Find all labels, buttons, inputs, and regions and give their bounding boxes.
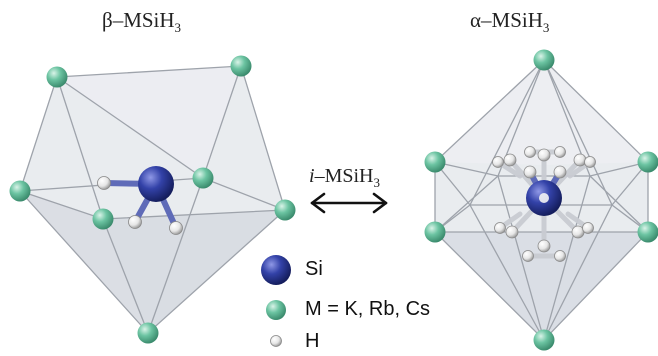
alpha-m-atom (533, 329, 555, 351)
alpha-m-atom (637, 221, 658, 243)
beta-m-atom (192, 167, 214, 189)
alpha-h-atom (524, 146, 536, 158)
beta-m-atom (137, 322, 159, 344)
beta-m-atom (230, 55, 252, 77)
beta-m-atom (9, 180, 31, 202)
alpha-h-atom (505, 225, 519, 239)
alpha-h-atom (537, 239, 551, 253)
alpha-h-atom (553, 165, 567, 179)
alpha-h-atom (492, 156, 504, 168)
beta-h-atom (97, 176, 111, 190)
alpha-m-atoms (424, 49, 658, 351)
beta-m-atoms (9, 55, 296, 344)
legend-m-swatch (266, 300, 286, 320)
alpha-silane-unit (492, 146, 596, 262)
title-alpha-msih3: α–MSiH3 (470, 8, 550, 36)
alpha-h-atom (584, 156, 596, 168)
legend-si-swatch (261, 255, 291, 285)
alpha-m-atom (533, 49, 555, 71)
beta-m-atom (274, 199, 296, 221)
alpha-h-atom (582, 222, 594, 234)
beta-si-atom (138, 166, 174, 202)
beta-m-atom (46, 66, 68, 88)
alpha-h-atom (522, 250, 534, 262)
alpha-m-atom (424, 151, 446, 173)
legend-m-label: M = K, Rb, Cs (305, 298, 431, 320)
alpha-h-atom (494, 222, 506, 234)
alpha-h-atom (523, 165, 537, 179)
alpha-h-atom (554, 146, 566, 158)
alpha-h-atom (503, 153, 517, 167)
beta-h-atom (169, 221, 183, 235)
beta-silane-unit (97, 166, 183, 235)
title-i-msih3: i–MSiH3 (309, 165, 380, 190)
legend-si-label: Si (305, 258, 323, 280)
alpha-h-atom (554, 250, 566, 262)
alpha-h-atom (573, 153, 587, 167)
alpha-h-atom (537, 148, 551, 162)
alpha-m-atom (424, 221, 446, 243)
legend-h-swatch (270, 335, 282, 347)
title-beta-msih3: β–MSiH3 (102, 8, 182, 36)
beta-m-atom (92, 208, 114, 230)
double-headed-arrow-icon (310, 192, 388, 214)
legend-h-label: H (305, 330, 320, 352)
alpha-m-atom (637, 151, 658, 173)
beta-h-atom (128, 215, 142, 229)
